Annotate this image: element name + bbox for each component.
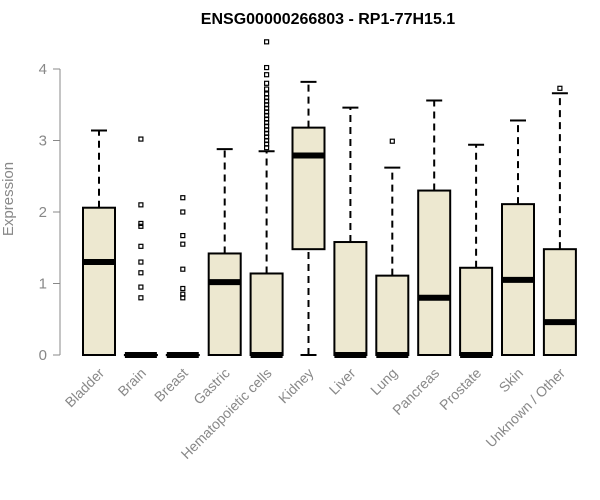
outlier-point bbox=[390, 139, 394, 143]
y-axis: 0 1 2 3 4 bbox=[39, 61, 60, 364]
box-group bbox=[251, 40, 283, 355]
box-group bbox=[125, 137, 157, 355]
x-tick-label: Bladder bbox=[62, 365, 108, 411]
box-group bbox=[544, 86, 576, 355]
x-tick-label: Prostate bbox=[436, 365, 484, 413]
box-group bbox=[334, 108, 366, 355]
outlier-point bbox=[265, 66, 269, 70]
outlier-point bbox=[265, 81, 269, 85]
outlier-point bbox=[139, 137, 143, 141]
x-tick-label: Lung bbox=[367, 365, 400, 398]
outlier-point bbox=[181, 242, 185, 246]
box-group bbox=[293, 82, 325, 355]
y-tick-label: 3 bbox=[39, 133, 47, 150]
box-group bbox=[502, 120, 534, 355]
box-iqr bbox=[460, 268, 492, 355]
x-tick-label: Pancreas bbox=[389, 365, 442, 418]
box-iqr bbox=[293, 128, 325, 250]
x-tick-label: Skin bbox=[496, 365, 527, 396]
outlier-point bbox=[181, 287, 185, 291]
outlier-point bbox=[265, 73, 269, 77]
box-iqr bbox=[418, 191, 450, 355]
box-series bbox=[83, 40, 576, 355]
y-tick-label: 0 bbox=[39, 347, 47, 364]
x-tick-label: Liver bbox=[326, 365, 359, 398]
x-tick-label: Brain bbox=[115, 365, 149, 399]
box-group bbox=[460, 145, 492, 355]
box-group bbox=[376, 139, 408, 355]
outlier-point bbox=[139, 203, 143, 207]
box-group bbox=[167, 196, 199, 355]
box-iqr bbox=[83, 208, 115, 355]
box-group bbox=[209, 149, 241, 355]
outlier-point bbox=[139, 260, 143, 264]
box-iqr bbox=[376, 276, 408, 355]
box-group bbox=[418, 100, 450, 355]
y-tick-label: 4 bbox=[39, 61, 47, 78]
box-iqr bbox=[544, 249, 576, 355]
outlier-point bbox=[558, 86, 562, 90]
outlier-point bbox=[139, 244, 143, 248]
box-group bbox=[83, 130, 115, 355]
outlier-point bbox=[139, 296, 143, 300]
outlier-point bbox=[181, 267, 185, 271]
outlier-point bbox=[181, 196, 185, 200]
outlier-point bbox=[139, 285, 143, 289]
x-tick-label: Unknown / Other bbox=[482, 365, 568, 451]
chart-title: ENSG00000266803 - RP1-77H15.1 bbox=[201, 11, 455, 28]
y-axis-label: Expression bbox=[0, 162, 17, 236]
outlier-point bbox=[139, 271, 143, 275]
box-iqr bbox=[334, 242, 366, 355]
outlier-point bbox=[181, 234, 185, 238]
outlier-point bbox=[265, 92, 269, 96]
x-tick-label: Kidney bbox=[275, 365, 317, 407]
outlier-point bbox=[181, 210, 185, 214]
box-iqr bbox=[209, 253, 241, 355]
y-tick-label: 2 bbox=[39, 204, 47, 221]
x-tick-label: Breast bbox=[151, 365, 191, 405]
outlier-point bbox=[265, 40, 269, 44]
y-tick-label: 1 bbox=[39, 276, 47, 293]
outlier-point bbox=[265, 87, 269, 91]
box-plot-chart: ENSG00000266803 - RP1-77H15.1 Expression… bbox=[0, 0, 600, 500]
box-iqr bbox=[251, 273, 283, 355]
